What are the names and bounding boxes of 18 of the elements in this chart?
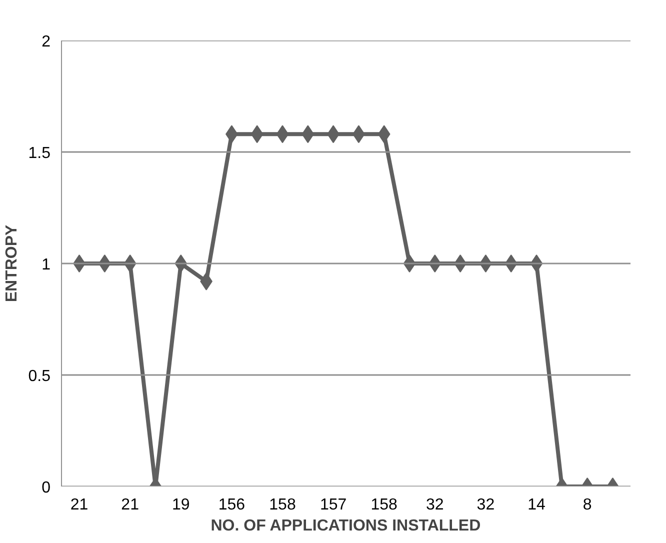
x-tick-label: 19 — [172, 496, 190, 514]
y-tick-label: 0 — [42, 480, 51, 496]
y-tick-label: 2 — [42, 34, 51, 50]
x-tick-label: 157 — [320, 496, 347, 514]
x-tick-label: 158 — [370, 496, 398, 514]
x-tick-label: 21 — [121, 496, 140, 514]
x-tick-label: 21 — [70, 496, 88, 514]
y-axis-title: ENTROPY — [3, 224, 20, 302]
y-tick-label: 1.5 — [28, 145, 51, 162]
x-tick-label: 32 — [426, 496, 444, 514]
x-tick-label: 158 — [269, 496, 296, 514]
y-tick-label: 0.5 — [28, 368, 51, 385]
x-tick-label: 14 — [528, 496, 546, 514]
x-tick-label: 156 — [218, 496, 246, 514]
y-tick-label: 1 — [42, 256, 51, 274]
x-tick-label: 32 — [476, 496, 495, 514]
x-tick-label: 8 — [582, 496, 592, 514]
x-axis-title: NO. OF APPLICATIONS INSTALLED — [210, 518, 481, 534]
